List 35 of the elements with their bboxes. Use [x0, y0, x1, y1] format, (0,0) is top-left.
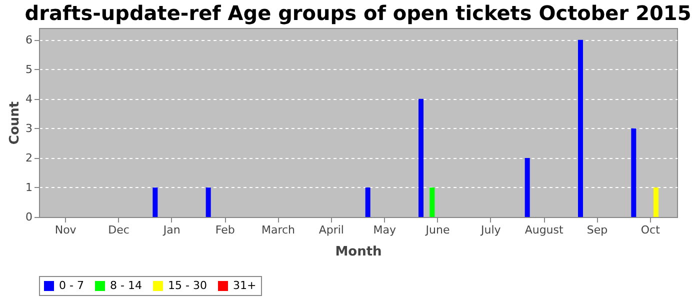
- x-tick-label: Nov: [54, 224, 77, 236]
- y-tick-label: 3: [26, 122, 32, 135]
- bar: [631, 128, 636, 217]
- x-tick-label: Jan: [162, 224, 180, 236]
- y-axis-title: Count: [8, 101, 22, 145]
- x-tick-label: March: [261, 224, 296, 236]
- bar: [418, 98, 424, 217]
- bar: [206, 187, 211, 217]
- legend-label: 8 - 14: [110, 279, 142, 292]
- x-tick-label: August: [524, 224, 564, 236]
- bar: [578, 40, 583, 217]
- x-tick-label: July: [480, 224, 502, 236]
- x-tick-label: Sep: [586, 224, 608, 236]
- y-tick-label: 5: [26, 62, 32, 76]
- legend-label: 31+: [233, 279, 256, 292]
- legend-label: 0 - 7: [59, 279, 84, 292]
- legend-label: 15 - 30: [168, 279, 207, 292]
- bar: [365, 187, 370, 217]
- chart-title: drafts-update-ref Age groups of open tickets October 2015: [24, 1, 692, 25]
- x-tick-label: May: [373, 224, 396, 236]
- x-tick-label: Oct: [640, 224, 661, 236]
- x-tick-label: Dec: [108, 224, 130, 236]
- x-tick-label: April: [318, 224, 344, 236]
- x-tick-label: Feb: [215, 224, 235, 236]
- x-axis-title: Month: [335, 244, 382, 260]
- x-tick-label: June: [424, 224, 450, 236]
- bar: [524, 158, 530, 217]
- bar: [654, 187, 658, 217]
- y-tick-label: 0: [26, 210, 32, 224]
- y-tick-label: 4: [26, 92, 32, 106]
- bar: [152, 187, 158, 217]
- y-tick-label: 2: [26, 151, 32, 164]
- y-tick-label: 1: [26, 180, 32, 194]
- bar: [430, 187, 435, 217]
- y-tick-label: 6: [26, 33, 32, 46]
